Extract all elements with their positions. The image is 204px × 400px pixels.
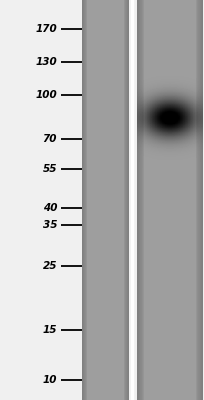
Text: 70: 70 (43, 134, 57, 144)
Text: 130: 130 (35, 57, 57, 67)
Text: 15: 15 (43, 325, 57, 335)
Text: 40: 40 (43, 203, 57, 213)
Text: 25: 25 (43, 262, 57, 272)
Text: 10: 10 (43, 375, 57, 385)
Text: 100: 100 (35, 90, 57, 100)
Text: 55: 55 (43, 164, 57, 174)
Text: 170: 170 (35, 24, 57, 34)
Text: 35: 35 (43, 220, 57, 230)
